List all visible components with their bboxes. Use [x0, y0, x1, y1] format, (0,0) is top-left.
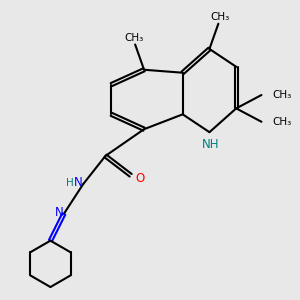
Text: N: N	[55, 206, 64, 219]
Text: CH₃: CH₃	[273, 117, 292, 127]
Text: N: N	[74, 176, 83, 189]
Text: CH₃: CH₃	[210, 12, 230, 22]
Text: CH₃: CH₃	[273, 90, 292, 100]
Text: NH: NH	[202, 138, 220, 151]
Text: O: O	[136, 172, 145, 185]
Text: CH₃: CH₃	[124, 33, 143, 43]
Text: H: H	[66, 178, 74, 188]
